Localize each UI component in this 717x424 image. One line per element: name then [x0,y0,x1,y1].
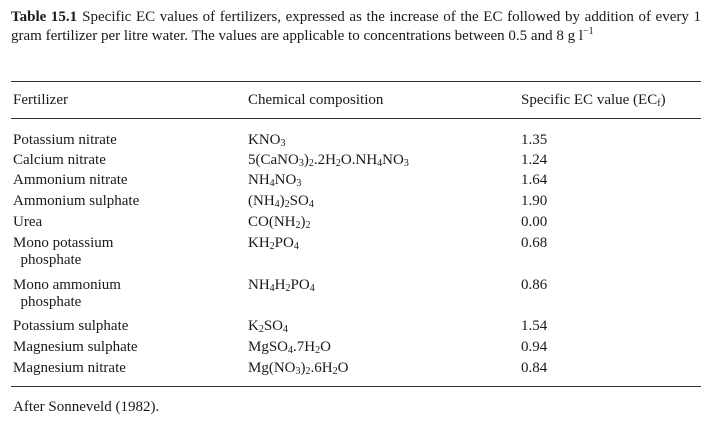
composition-cell: NH4H2PO4 [248,277,315,294]
header-chemical-composition: Chemical composition [248,92,384,108]
fertilizer-cell: Magnesium nitrate [13,360,126,376]
fertilizer-cell: Magnesium sulphate [13,339,138,355]
composition-cell: NH4NO3 [248,172,302,189]
fertilizer-cell: Mono ammonium phosphate [13,277,121,310]
ec-cell: 1.64 [521,172,548,188]
ec-cell: 1.24 [521,152,548,168]
composition-cell: (NH4)2SO4 [248,193,314,210]
fertilizer-cell: Mono potassium phosphate [13,235,114,268]
composition-cell: MgSO4.7H2O [248,339,331,356]
header-fertilizer: Fertilizer [13,92,68,108]
composition-cell: Mg(NO3)2.6H2O [248,360,349,377]
table-header-rule [11,118,701,119]
table-caption: Table 15.1 Specific EC values of fertiliz… [11,8,701,46]
composition-cell: KNO3 [248,132,286,149]
composition-cell: 5(CaNO3)2.2H2O.NH4NO3 [248,152,409,169]
table-source-note: After Sonneveld (1982). [13,399,160,415]
header-specific-ec: Specific EC value (ECf) [521,92,666,109]
fertilizer-cell: Urea [13,214,43,230]
fertilizer-cell: Potassium sulphate [13,318,129,334]
ec-cell: 0.86 [521,277,548,293]
caption-text: Specific EC values of fertilizers, expre… [11,9,701,44]
fertilizer-cell: Potassium nitrate [13,132,117,148]
table-top-rule [11,81,701,82]
composition-cell: K2SO4 [248,318,289,335]
ec-cell: 0.68 [521,235,548,251]
ec-cell: 0.84 [521,360,548,376]
ec-cell: 1.35 [521,132,548,148]
ec-cell: 0.00 [521,214,548,230]
ec-cell: 1.90 [521,193,548,209]
ec-cell: 0.94 [521,339,548,355]
table-label: Table 15.1 [11,9,78,25]
table-bottom-rule [11,386,701,387]
ec-cell: 1.54 [521,318,548,334]
fertilizer-cell: Ammonium sulphate [13,193,140,209]
fertilizer-cell: Calcium nitrate [13,152,106,168]
fertilizer-cell: Ammonium nitrate [13,172,128,188]
composition-cell: KH2PO4 [248,235,299,252]
composition-cell: CO(NH2)2 [248,214,311,231]
